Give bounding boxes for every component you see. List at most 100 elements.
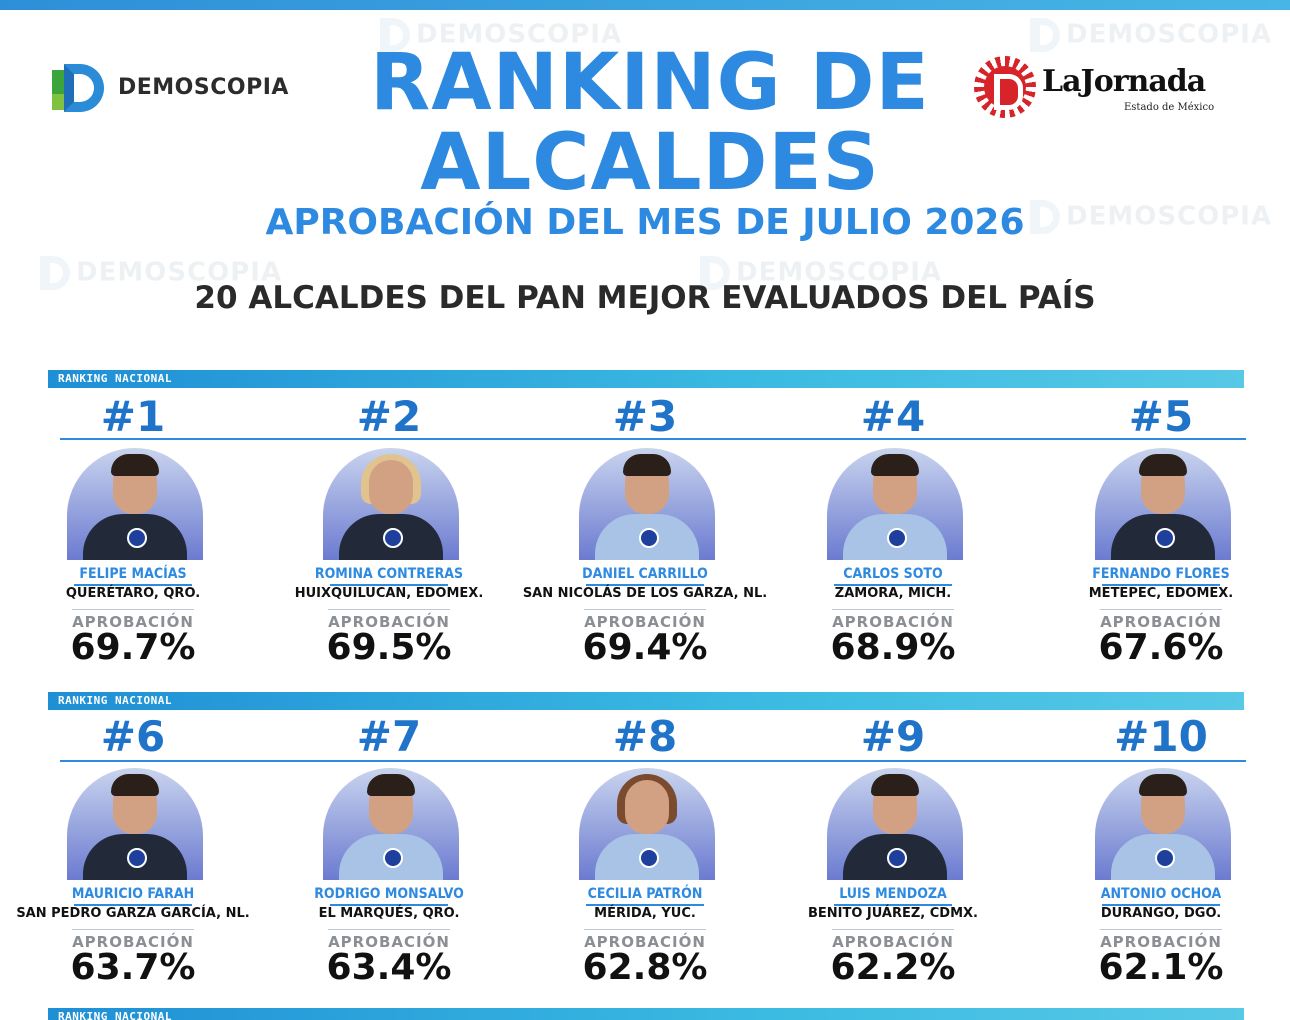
- mayor-card: #1 FELIPE MACÍAS QUERÉTARO, QRO. APROBAC…: [8, 396, 258, 696]
- pan-badge-icon: [127, 848, 147, 868]
- approval-label: APROBACIÓN: [1100, 613, 1222, 631]
- approval-value: 69.4%: [582, 627, 708, 668]
- approval-value: 62.1%: [1098, 947, 1224, 988]
- lajornada-subtitle: Estado de México: [1124, 102, 1215, 113]
- mayor-city: QUERÉTARO, QRO.: [65, 586, 201, 601]
- approval-value: 67.6%: [1098, 627, 1224, 668]
- watermark: DEMOSCOPIA: [40, 256, 282, 290]
- pan-badge-icon: [1155, 848, 1175, 868]
- mayor-card: #6 MAURICIO FARAH SAN PEDRO GARZA GARCÍA…: [8, 716, 258, 1016]
- approval-value: 68.9%: [830, 627, 956, 668]
- approval-value: 62.8%: [582, 947, 708, 988]
- approval-label: APROBACIÓN: [328, 933, 450, 951]
- pan-badge-icon: [639, 528, 659, 548]
- demoscopia-wordmark: DEMOSCOPIA: [118, 74, 289, 100]
- mayor-photo: [67, 448, 203, 560]
- approval-label: APROBACIÓN: [584, 933, 706, 951]
- rank-number: #5: [1128, 392, 1194, 441]
- divider: [60, 438, 1246, 440]
- mayor-name: LUIS MENDOZA: [839, 886, 947, 902]
- rank-number: #3: [612, 392, 678, 441]
- mayor-city: DURANGO, DGO.: [1100, 906, 1222, 921]
- mayor-photo: [67, 768, 203, 880]
- mayor-city: METEPEC, EDOMEX.: [1088, 586, 1234, 601]
- rank-number: #6: [100, 712, 166, 761]
- mayor-name: ANTONIO OCHOA: [1100, 886, 1222, 902]
- approval-value: 62.2%: [830, 947, 956, 988]
- watermark: DEMOSCOPIA: [1030, 200, 1272, 234]
- pan-badge-icon: [1155, 528, 1175, 548]
- lajornada-logo: LaJornada Estado de México: [972, 52, 1232, 122]
- band-label: RANKING NACIONAL: [58, 372, 172, 385]
- mayor-city: ZAMORA, MICH.: [834, 586, 952, 601]
- ranking-band: RANKING NACIONAL: [48, 370, 1244, 388]
- rank-number: #9: [860, 712, 926, 761]
- approval-label: APROBACIÓN: [584, 613, 706, 631]
- pan-badge-icon: [639, 848, 659, 868]
- mayor-city: BENITO JUÁREZ, CDMX.: [807, 906, 978, 921]
- band-label: RANKING NACIONAL: [58, 1010, 172, 1020]
- mayor-photo: [827, 448, 963, 560]
- approval-value: 63.7%: [70, 947, 196, 988]
- mayor-card: #5 FERNANDO FLORES METEPEC, EDOMEX. APRO…: [1036, 396, 1286, 696]
- page-subtitle: APROBACIÓN DEL MES DE JULIO 2026: [265, 202, 1025, 243]
- mayor-card: #2 ROMINA CONTRERAS HUIXQUILUCAN, EDOMEX…: [264, 396, 514, 696]
- mayor-name: MAURICIO FARAH: [71, 886, 195, 902]
- mayor-photo: [323, 448, 459, 560]
- mayor-photo: [827, 768, 963, 880]
- mayor-photo: [579, 448, 715, 560]
- mayor-city: SAN PEDRO GARZA GARCÍA, NL.: [16, 906, 250, 921]
- watermark: DEMOSCOPIA: [380, 18, 622, 52]
- mayor-name: RODRIGO MONSALVO: [314, 886, 464, 902]
- mayor-name: DANIEL CARRILLO: [582, 566, 708, 582]
- rank-number: #7: [356, 712, 422, 761]
- mayor-name: FELIPE MACÍAS: [79, 566, 187, 582]
- approval-value: 69.5%: [326, 627, 452, 668]
- mayor-photo: [579, 768, 715, 880]
- rank-number: #2: [356, 392, 422, 441]
- rank-number: #1: [100, 392, 166, 441]
- pan-badge-icon: [127, 528, 147, 548]
- approval-label: APROBACIÓN: [72, 613, 194, 631]
- pan-badge-icon: [887, 528, 907, 548]
- section-heading: 20 ALCALDES DEL PAN MEJOR EVALUADOS DEL …: [194, 280, 1096, 316]
- approval-label: APROBACIÓN: [72, 933, 194, 951]
- page-title-line-1: RANKING DE: [370, 38, 930, 128]
- watermark: DEMOSCOPIA: [1030, 18, 1272, 52]
- mayor-card: #9 LUIS MENDOZA BENITO JUÁREZ, CDMX. APR…: [768, 716, 1018, 1016]
- mayor-city: MÉRIDA, YUC.: [594, 906, 696, 921]
- mayor-name: CECILIA PATRÓN: [587, 886, 703, 902]
- mayor-card: #3 DANIEL CARRILLO SAN NICOLÁS DE LOS GA…: [520, 396, 770, 696]
- top-strip: [0, 0, 1290, 10]
- mayor-card: #10 ANTONIO OCHOA DURANGO, DGO. APROBACI…: [1036, 716, 1286, 1016]
- mayor-photo: [1095, 768, 1231, 880]
- demoscopia-logo: DEMOSCOPIA: [52, 58, 322, 116]
- mayor-name: CARLOS SOTO: [843, 566, 943, 582]
- approval-value: 69.7%: [70, 627, 196, 668]
- watermark: DEMOSCOPIA: [700, 256, 942, 290]
- approval-label: APROBACIÓN: [832, 613, 954, 631]
- mayor-photo: [323, 768, 459, 880]
- lajornada-wordmark: LaJornada: [1042, 64, 1206, 99]
- rank-number: #4: [860, 392, 926, 441]
- divider: [60, 760, 1246, 762]
- page-title-line-2: ALCALDES: [420, 118, 880, 208]
- pan-badge-icon: [887, 848, 907, 868]
- ranking-band: RANKING NACIONAL: [48, 692, 1244, 710]
- pan-badge-icon: [383, 528, 403, 548]
- approval-label: APROBACIÓN: [832, 933, 954, 951]
- demoscopia-d-icon: [52, 60, 106, 114]
- mayor-city: EL MARQUÉS, QRO.: [318, 906, 460, 921]
- mayor-name: FERNANDO FLORES: [1092, 566, 1230, 582]
- rank-number: #8: [612, 712, 678, 761]
- mayor-photo: [1095, 448, 1231, 560]
- band-label: RANKING NACIONAL: [58, 694, 172, 707]
- mayor-name: ROMINA CONTRERAS: [314, 566, 464, 582]
- rank-number: #10: [1114, 712, 1208, 761]
- approval-label: APROBACIÓN: [1100, 933, 1222, 951]
- approval-label: APROBACIÓN: [328, 613, 450, 631]
- mayor-card: #7 RODRIGO MONSALVO EL MARQUÉS, QRO. APR…: [264, 716, 514, 1016]
- mayor-city: HUIXQUILUCAN, EDOMEX.: [294, 586, 484, 601]
- mayor-city: SAN NICOLÁS DE LOS GARZA, NL.: [522, 586, 768, 601]
- mayor-card: #8 CECILIA PATRÓN MÉRIDA, YUC. APROBACIÓ…: [520, 716, 770, 1016]
